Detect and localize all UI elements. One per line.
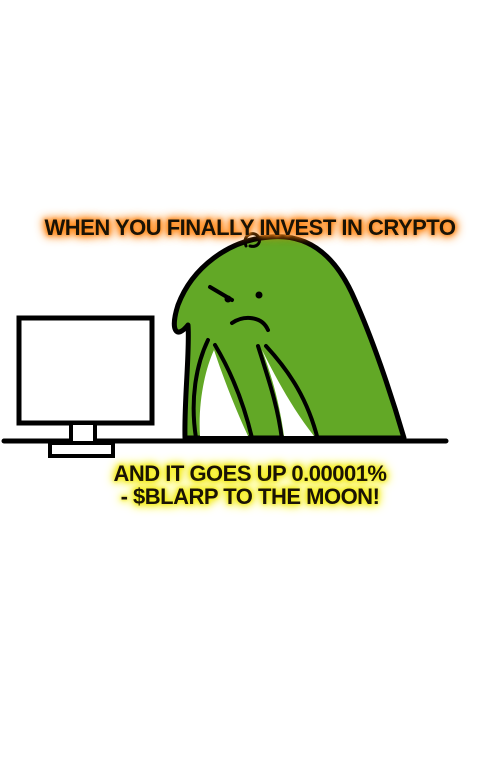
- computer-monitor: [16, 315, 155, 458]
- top-caption-text: WHEN YOU FINALLY INVEST IN CRYPTO: [44, 215, 456, 240]
- blarp-character: [171, 232, 407, 442]
- bottom-caption-line-2: - $BLARP TO THE MOON!: [120, 484, 380, 510]
- bottom-caption-line-1: AND IT GOES UP 0.00001%: [113, 461, 388, 486]
- top-caption: WHEN YOU FINALLY INVEST IN CRYPTO: [0, 216, 500, 239]
- bottom-caption: AND IT GOES UP 0.00001% - $BLARP TO THE …: [0, 462, 500, 508]
